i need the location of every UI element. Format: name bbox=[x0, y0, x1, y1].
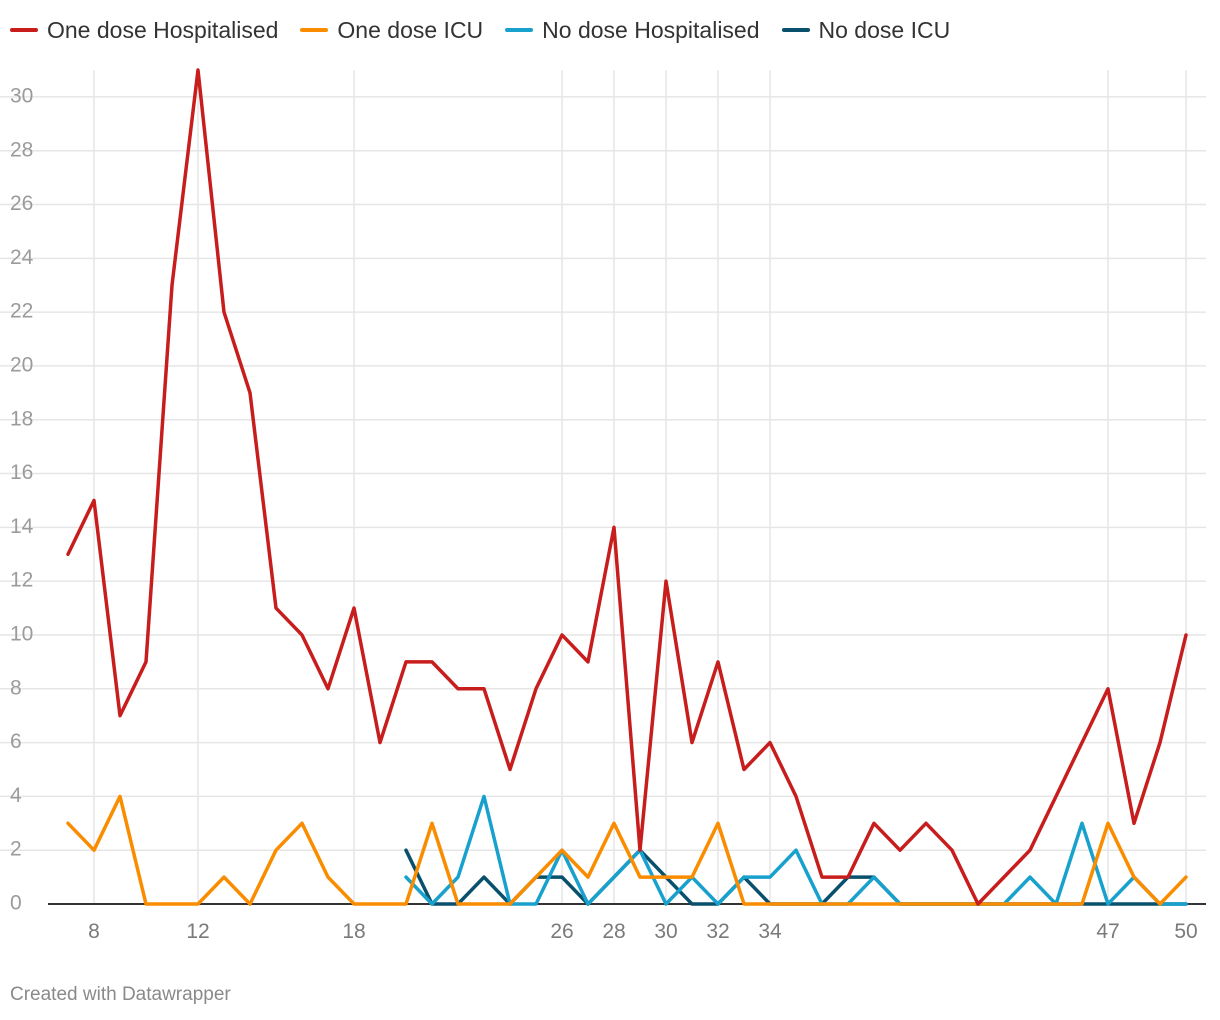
series-lines bbox=[66, 68, 1188, 906]
y-tick-label: 16 bbox=[10, 461, 33, 484]
legend-item-no-dose-hospitalised: No dose Hospitalised bbox=[505, 16, 760, 44]
x-tick-label: 47 bbox=[1096, 920, 1119, 943]
y-tick-label: 10 bbox=[10, 623, 33, 646]
y-tick-label: 6 bbox=[10, 730, 22, 753]
x-tick-label: 50 bbox=[1174, 920, 1197, 943]
legend-swatch bbox=[505, 28, 534, 32]
x-tick-label: 34 bbox=[758, 920, 782, 943]
x-tick-label: 30 bbox=[654, 920, 677, 943]
legend-item-no-dose-icu: No dose ICU bbox=[781, 16, 951, 44]
legend-label: One dose Hospitalised bbox=[47, 16, 279, 43]
x-tick-label: 18 bbox=[342, 920, 365, 943]
legend-item-one-dose-hospitalised: One dose Hospitalised bbox=[10, 17, 278, 44]
legend-label: No dose ICU bbox=[818, 16, 951, 43]
series-line-one-dose-hospitalised bbox=[66, 68, 1188, 906]
y-tick-label: 18 bbox=[10, 407, 33, 430]
x-tick-label: 12 bbox=[186, 920, 209, 943]
y-tick-label: 12 bbox=[10, 569, 33, 592]
y-tick-label: 14 bbox=[10, 515, 34, 538]
footer-credit: Created with Datawrapper bbox=[10, 984, 231, 1005]
y-tick-label: 28 bbox=[10, 138, 33, 161]
y-tick-label: 22 bbox=[10, 300, 33, 323]
x-tick-label: 32 bbox=[706, 920, 729, 943]
y-tick-label: 26 bbox=[10, 192, 33, 215]
grid bbox=[0, 70, 1206, 904]
legend-swatch bbox=[781, 28, 810, 32]
legend-swatch bbox=[300, 28, 329, 32]
y-tick-label: 20 bbox=[10, 353, 33, 376]
legend-label: One dose ICU bbox=[337, 16, 484, 43]
x-tick-label: 28 bbox=[602, 920, 625, 943]
y-tick-label: 4 bbox=[10, 784, 22, 807]
series-line-one-dose-icu bbox=[66, 794, 1188, 906]
chart-legend: One dose Hospitalised One dose ICU No do… bbox=[10, 14, 972, 46]
y-tick-label: 2 bbox=[10, 838, 22, 861]
x-tick-label: 26 bbox=[550, 920, 573, 943]
y-tick-label: 0 bbox=[10, 892, 22, 915]
y-tick-label: 8 bbox=[10, 676, 22, 699]
y-tick-label: 24 bbox=[10, 246, 34, 269]
legend-item-one-dose-icu: One dose ICU bbox=[300, 17, 483, 44]
legend-swatch bbox=[10, 28, 38, 32]
legend-label: No dose Hospitalised bbox=[542, 16, 760, 43]
y-tick-label: 30 bbox=[10, 84, 33, 107]
x-tick-label: 8 bbox=[88, 920, 100, 943]
